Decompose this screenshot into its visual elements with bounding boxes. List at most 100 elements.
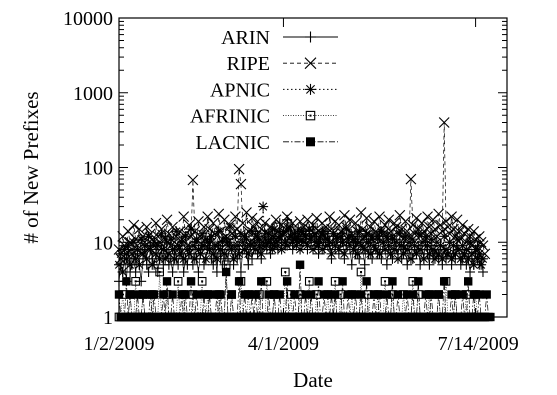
data-point [343,290,353,299]
data-point [413,228,424,239]
data-point [167,266,178,277]
data-point [344,214,356,226]
data-point [352,248,363,259]
data-point [208,259,219,270]
data-point [247,253,258,264]
data-point [381,259,392,270]
data-point [338,277,347,286]
data-point [138,248,149,259]
data-point [339,209,350,221]
legend-label: ARIN [221,27,270,49]
data-point [173,276,183,286]
data-point [224,221,235,232]
data-point [143,266,154,277]
data-point [402,259,413,270]
legend-marker [305,83,316,95]
legend-item-afrinic: AFRINIC [190,106,338,128]
y-tick-label: 10000 [63,8,113,30]
data-point [167,244,178,255]
data-point [482,290,491,299]
data-point [308,244,318,255]
data-point [269,224,280,235]
data-point [200,253,211,264]
data-point [173,259,184,270]
data-point [333,244,344,255]
data-point [263,228,274,239]
data-point [448,223,459,235]
data-point [123,240,134,251]
data-point [282,277,292,286]
data-point [219,248,230,259]
data-point [213,226,224,237]
data-point [211,266,222,277]
data-point [346,259,357,270]
data-point [230,211,241,223]
data-point [391,237,402,248]
data-point [420,231,431,242]
data-point [181,290,190,299]
data-point [178,266,189,277]
data-point [248,221,260,233]
data-point [464,277,473,286]
data-point [134,259,145,270]
data-point [446,211,457,223]
legend-label: AFRINIC [190,106,270,128]
data-point [304,224,315,235]
data-point [227,290,236,299]
data-point [197,228,208,239]
data-point [125,290,135,299]
data-point [459,248,470,259]
data-point [324,211,336,223]
data-point [147,259,158,270]
data-point [350,237,361,248]
series-apnic [114,201,488,277]
data-point [469,290,478,299]
data-point [193,244,204,255]
data-point [180,231,191,242]
y-tick-label: 100 [83,158,113,180]
data-point [189,253,200,264]
data-point [295,260,305,269]
data-point [446,253,457,264]
data-point [187,174,199,186]
data-point [435,219,446,231]
data-point [306,234,317,245]
plot-series-layer [113,117,495,322]
data-point [158,244,169,255]
data-point [317,244,328,255]
data-point [442,248,453,259]
data-point [176,237,187,248]
data-point [403,290,412,299]
data-point [257,277,266,286]
legend-label: APNIC [210,79,270,101]
legend-item-apnic: APNIC [210,79,338,101]
data-point [465,237,476,248]
data-point [326,248,337,259]
data-point [234,248,245,259]
data-point [458,290,467,299]
data-point [243,248,254,259]
data-point [270,290,279,299]
data-point [378,237,389,248]
data-point [126,248,137,259]
data-point [438,117,450,128]
data-point [415,244,426,255]
legend-marker [305,31,316,43]
data-point [427,290,436,299]
data-point [422,240,433,251]
data-point [155,267,164,277]
data-point [149,290,159,299]
data-point [251,290,260,299]
data-point [150,248,161,259]
data-point [382,290,392,299]
data-point [442,221,454,233]
y-tick-label: 1000 [73,83,113,105]
data-point [441,244,452,255]
data-point [365,248,376,259]
data-point [168,290,177,299]
data-point [363,237,374,248]
data-point [152,240,163,251]
data-point [256,248,267,259]
data-point [131,276,140,286]
data-point [282,240,293,251]
